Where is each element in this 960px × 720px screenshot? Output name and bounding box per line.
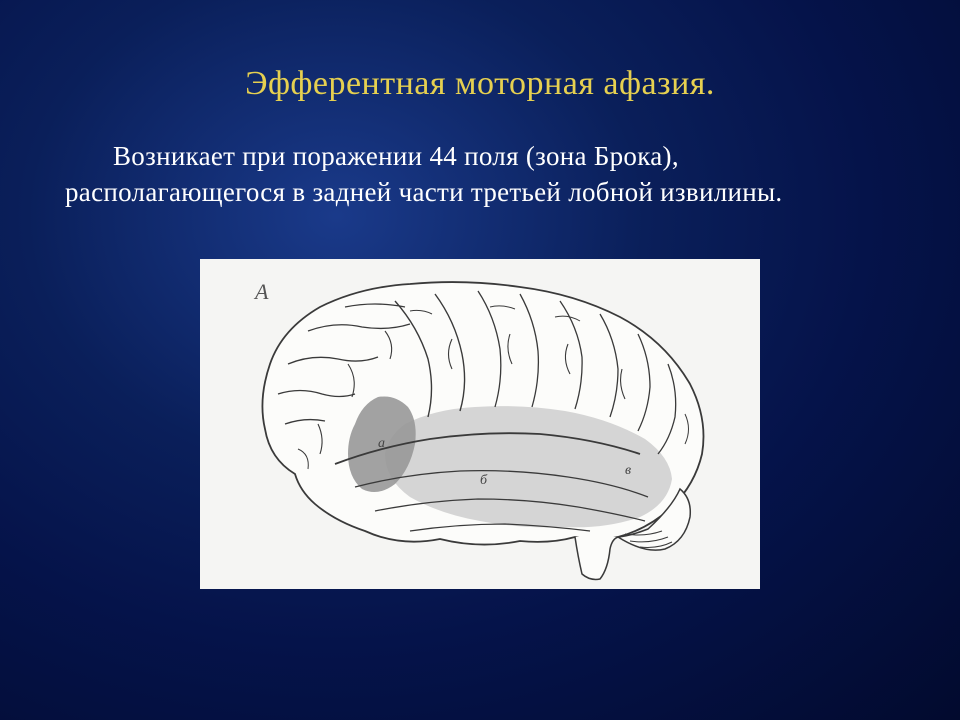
brain-svg: А bbox=[200, 259, 760, 589]
svg-text:б: б bbox=[480, 473, 488, 488]
brain-diagram: А bbox=[200, 259, 760, 589]
diagram-label: А bbox=[253, 279, 269, 304]
slide-container: Эфферентная моторная афазия. Возникает п… bbox=[0, 0, 960, 720]
slide-title: Эфферентная моторная афазия. bbox=[0, 0, 960, 138]
slide-body-text: Возникает при поражении 44 поля (зона Бр… bbox=[0, 138, 960, 211]
image-container: А bbox=[0, 259, 960, 594]
svg-text:в: в bbox=[625, 463, 631, 478]
svg-text:а: а bbox=[378, 436, 385, 451]
